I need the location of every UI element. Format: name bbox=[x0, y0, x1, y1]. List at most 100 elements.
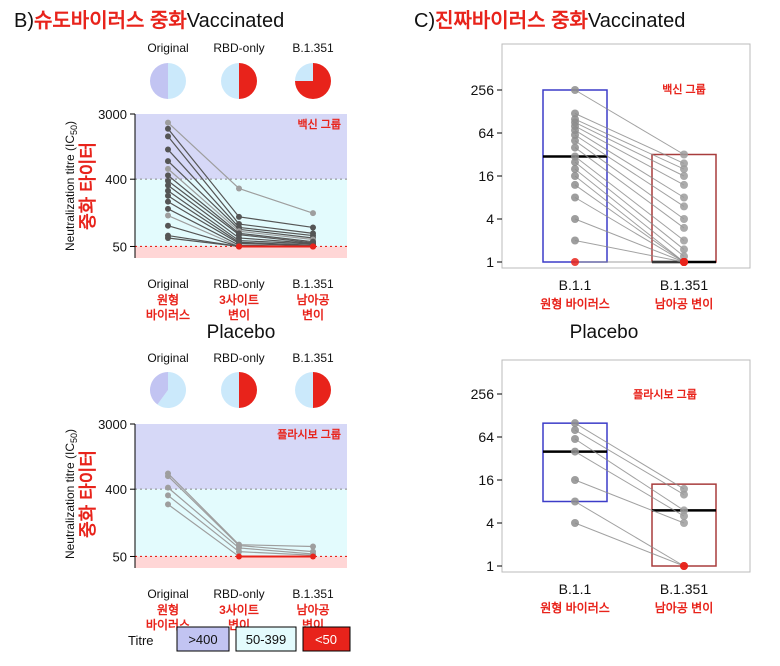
chart-c-vaccinated: 1 4 16 64 256 백신 그룹 B.1.1 원형 바이러스 B.1.351 남아공 변이 bbox=[471, 43, 751, 311]
series-point bbox=[165, 146, 171, 153]
y-tick-label: 1 bbox=[486, 558, 494, 574]
series-point bbox=[165, 484, 171, 491]
pair-line bbox=[574, 140, 685, 220]
x-category-label-korean: 바이러스 bbox=[146, 307, 190, 322]
series-point bbox=[236, 548, 242, 555]
svg-text:중화 타이터: 중화 타이터 bbox=[78, 450, 98, 538]
y-tick-label: 3000 bbox=[98, 107, 127, 122]
pair-line bbox=[574, 429, 685, 496]
x-category-label-korean: 변이 bbox=[302, 307, 324, 322]
pair-point-left bbox=[571, 258, 579, 266]
legend-text-low: <50 bbox=[315, 632, 337, 647]
svg-text:Neutralization titre (IC50): Neutralization titre (IC50) bbox=[63, 121, 79, 251]
pair-point-right bbox=[680, 180, 688, 189]
series-point bbox=[310, 543, 316, 550]
x-category-label: RBD-only bbox=[213, 587, 264, 601]
pair-line bbox=[574, 184, 685, 263]
series-point bbox=[310, 210, 316, 217]
pair-line bbox=[574, 522, 685, 567]
x-category-label-korean: 남아공 변이 bbox=[655, 296, 714, 311]
pair-point-left bbox=[571, 435, 579, 444]
legend-swatch-high bbox=[176, 626, 230, 652]
legend-swatch-mid bbox=[235, 626, 297, 652]
pair-line bbox=[574, 451, 685, 517]
y-tick-label: 16 bbox=[478, 168, 494, 184]
pair-point-right bbox=[680, 193, 688, 202]
legend-text-mid: 50-399 bbox=[246, 632, 286, 647]
group-label: 백신 그룹 bbox=[297, 117, 341, 131]
group-label: 백신 그룹 bbox=[662, 82, 706, 96]
y-tick-label: 3000 bbox=[98, 417, 127, 432]
pair-point-left bbox=[571, 497, 579, 506]
chart-b-vaccinated: 50 400 3000 백신 그룹 Original RBD-only B.1.351 Ori… bbox=[98, 41, 347, 322]
y-tick-label: 4 bbox=[486, 211, 494, 227]
y-tick-label: 400 bbox=[105, 482, 127, 497]
box bbox=[542, 422, 608, 503]
y-tick-label: 1 bbox=[486, 254, 494, 270]
pair-line bbox=[574, 134, 685, 207]
pair-point-left bbox=[571, 519, 579, 527]
pie-category-label: B.1.351 bbox=[292, 351, 334, 365]
y-axis-label-b-placebo: Neutralization titre (IC50) 중화 타이터 bbox=[63, 429, 98, 559]
series-point bbox=[310, 224, 316, 231]
pair-point-left bbox=[571, 447, 579, 456]
x-category-label-korean: 3사이트 bbox=[219, 602, 259, 617]
pie-slice bbox=[295, 372, 313, 408]
x-category-label-korean: 원형 bbox=[157, 602, 179, 617]
y-tick-label: 256 bbox=[471, 82, 495, 98]
series-point bbox=[165, 192, 171, 199]
svg-text:Neutralization titre (IC50): Neutralization titre (IC50) bbox=[63, 429, 79, 559]
pair-line bbox=[574, 89, 685, 155]
pair-line bbox=[574, 438, 685, 511]
series-point bbox=[165, 172, 171, 179]
series-point bbox=[165, 198, 171, 205]
pair-line bbox=[574, 168, 685, 257]
y-tick-label: 64 bbox=[478, 125, 494, 141]
x-category-label: Original bbox=[147, 587, 188, 601]
legend-title: Titre bbox=[128, 633, 154, 648]
series-point bbox=[165, 205, 171, 212]
x-category-label: B.1.351 bbox=[292, 277, 334, 291]
pair-line bbox=[574, 156, 685, 241]
pair-point-left bbox=[571, 419, 579, 428]
pair-line bbox=[574, 121, 685, 177]
series-point bbox=[165, 125, 171, 132]
pair-point-left bbox=[571, 476, 579, 484]
y-tick-label: 50 bbox=[113, 549, 127, 564]
pair-point-right bbox=[680, 484, 688, 493]
panel-c-title-korean: 진짜바이러스 중화 bbox=[435, 9, 588, 32]
panel-b-title-korean: 슈도바이러스 중화 bbox=[34, 9, 187, 32]
pair-point-right bbox=[680, 202, 688, 211]
x-category-label: B.1.351 bbox=[292, 587, 334, 601]
plot-frame bbox=[501, 43, 751, 269]
x-category-label: Original bbox=[147, 277, 188, 291]
series-point bbox=[165, 492, 171, 499]
titre-band bbox=[135, 556, 347, 568]
pair-line bbox=[574, 197, 685, 263]
pair-point-right bbox=[680, 172, 688, 180]
series-point bbox=[165, 133, 171, 140]
x-category-label: B.1.1 bbox=[559, 581, 592, 597]
pair-point-right bbox=[680, 159, 688, 168]
series-point bbox=[165, 158, 171, 165]
y-tick-label: 50 bbox=[113, 239, 127, 254]
pair-point-right bbox=[680, 252, 688, 261]
y-tick-label: 400 bbox=[105, 172, 127, 187]
x-category-label-korean: 변이 bbox=[228, 307, 250, 322]
y-tick-label: 64 bbox=[478, 429, 494, 445]
x-category-label: RBD-only bbox=[213, 277, 264, 291]
pair-point-left bbox=[571, 131, 579, 140]
series-point bbox=[236, 213, 242, 220]
pie-slice bbox=[239, 372, 257, 408]
pie-slice bbox=[150, 63, 168, 99]
pie-slice bbox=[239, 63, 257, 99]
series-point bbox=[165, 165, 171, 172]
pair-point-right bbox=[680, 490, 688, 499]
pie-slice bbox=[149, 372, 168, 405]
pair-point-left bbox=[571, 215, 579, 223]
pair-point-right bbox=[680, 215, 688, 223]
panel-b-heading: B)슈도바이러스 중화Vaccinated bbox=[14, 9, 284, 32]
pair-point-left bbox=[571, 136, 579, 145]
pie-category-label: Original bbox=[147, 41, 188, 55]
